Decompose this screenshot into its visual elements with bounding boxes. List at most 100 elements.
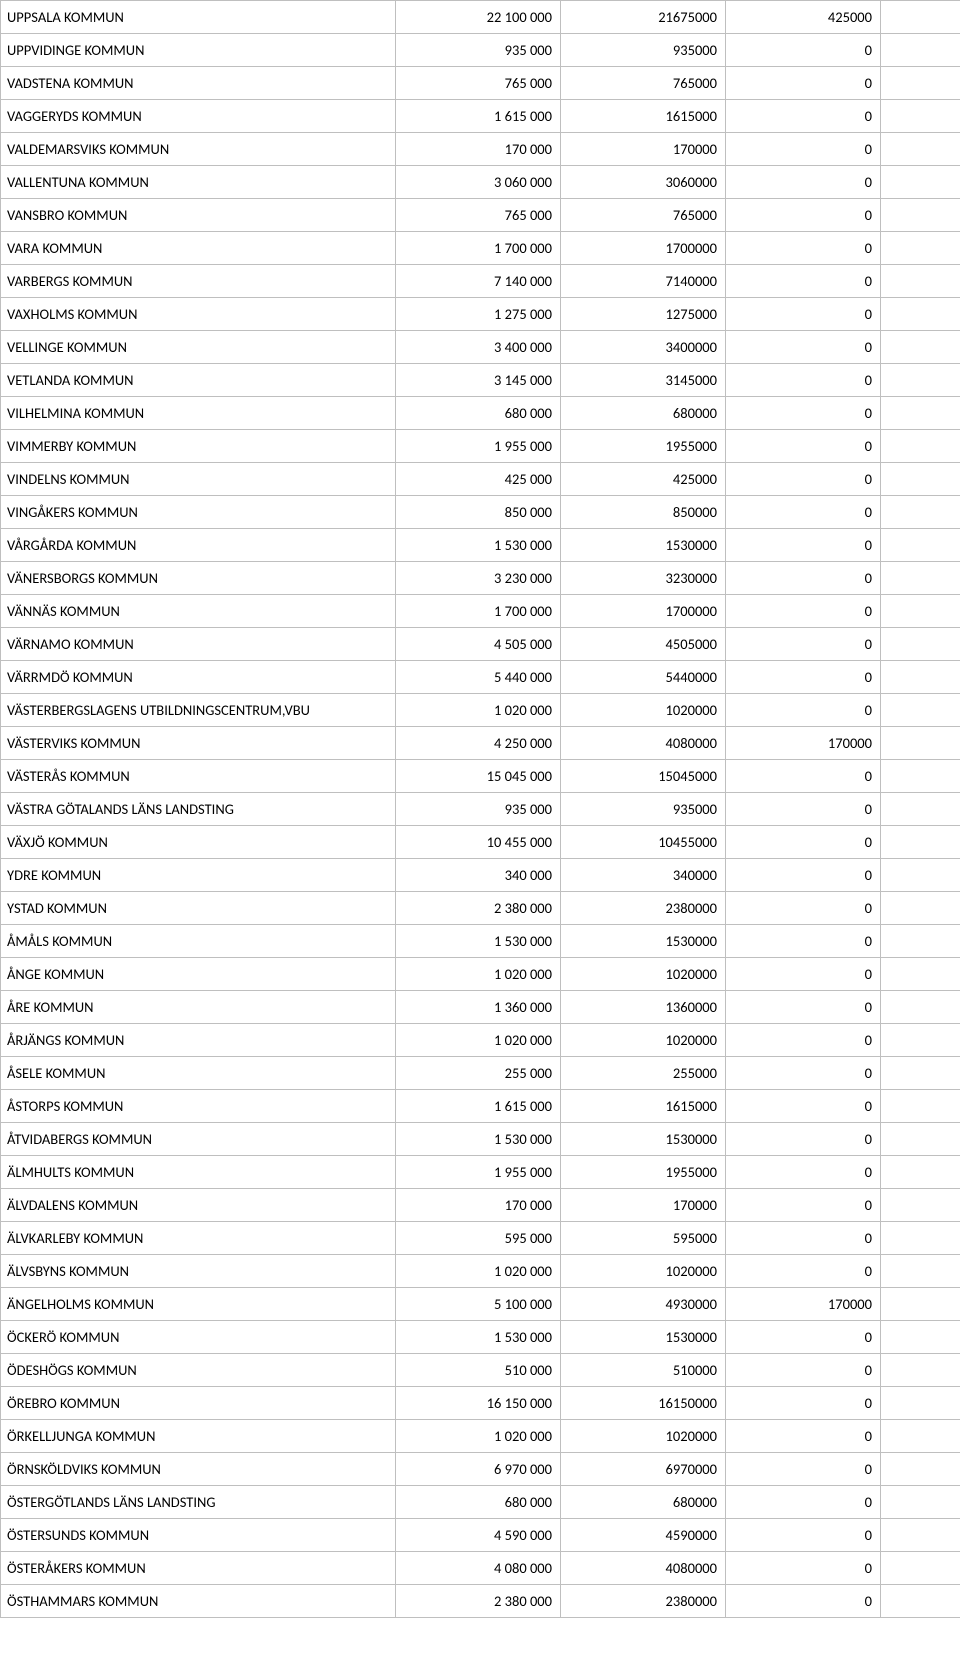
cell-c: 0 bbox=[726, 133, 881, 166]
table-row: ÖSTERGÖTLANDS LÄNS LANDSTING680 00068000… bbox=[1, 1486, 960, 1519]
cell-a: 510 000 bbox=[396, 1354, 561, 1387]
cell-c: 0 bbox=[726, 1189, 881, 1222]
table-row: VINGÅKERS KOMMUN850 00085000000 bbox=[1, 496, 960, 529]
cell-c: 0 bbox=[726, 826, 881, 859]
cell-d: 0 bbox=[881, 67, 960, 100]
cell-a: 7 140 000 bbox=[396, 265, 561, 298]
cell-a: 170 000 bbox=[396, 133, 561, 166]
cell-d: 0 bbox=[881, 496, 960, 529]
table-row: ÅRJÄNGS KOMMUN1 020 000102000000 bbox=[1, 1024, 960, 1057]
table-row: VALLENTUNA KOMMUN3 060 000306000000 bbox=[1, 166, 960, 199]
cell-a: 3 400 000 bbox=[396, 331, 561, 364]
cell-a: 1 020 000 bbox=[396, 694, 561, 727]
cell-b: 1615000 bbox=[561, 100, 726, 133]
cell-c: 0 bbox=[726, 1321, 881, 1354]
cell-a: 1 020 000 bbox=[396, 1255, 561, 1288]
cell-b: 4505000 bbox=[561, 628, 726, 661]
cell-d: 0 bbox=[881, 34, 960, 67]
table-row: ÖCKERÖ KOMMUN1 530 000153000000 bbox=[1, 1321, 960, 1354]
cell-d: 0 bbox=[881, 463, 960, 496]
cell-d: 0 bbox=[881, 991, 960, 1024]
table-row: ÅSELE KOMMUN255 00025500000 bbox=[1, 1057, 960, 1090]
cell-name: VÄRRMDÖ KOMMUN bbox=[1, 661, 396, 694]
table-row: ÄLVDALENS KOMMUN170 00017000000 bbox=[1, 1189, 960, 1222]
cell-a: 1 700 000 bbox=[396, 232, 561, 265]
cell-name: VAXHOLMS KOMMUN bbox=[1, 298, 396, 331]
cell-name: VILHELMINA KOMMUN bbox=[1, 397, 396, 430]
cell-c: 0 bbox=[726, 1354, 881, 1387]
table-row: VÄRRMDÖ KOMMUN5 440 000544000000 bbox=[1, 661, 960, 694]
cell-name: YSTAD KOMMUN bbox=[1, 892, 396, 925]
cell-d: 0 bbox=[881, 100, 960, 133]
cell-d: 0 bbox=[881, 892, 960, 925]
cell-name: VALDEMARSVIKS KOMMUN bbox=[1, 133, 396, 166]
cell-a: 6 970 000 bbox=[396, 1453, 561, 1486]
cell-c: 0 bbox=[726, 463, 881, 496]
cell-c: 0 bbox=[726, 265, 881, 298]
cell-b: 765000 bbox=[561, 199, 726, 232]
table-row: VALDEMARSVIKS KOMMUN170 00017000000 bbox=[1, 133, 960, 166]
table-row: VELLINGE KOMMUN3 400 000340000000 bbox=[1, 331, 960, 364]
table-row: ÖRKELLJUNGA KOMMUN1 020 000102000000 bbox=[1, 1420, 960, 1453]
cell-b: 255000 bbox=[561, 1057, 726, 1090]
table-row: ÖDESHÖGS KOMMUN510 00051000000 bbox=[1, 1354, 960, 1387]
cell-c: 0 bbox=[726, 496, 881, 529]
cell-a: 850 000 bbox=[396, 496, 561, 529]
cell-b: 935000 bbox=[561, 793, 726, 826]
cell-c: 0 bbox=[726, 397, 881, 430]
cell-d: 0 bbox=[881, 166, 960, 199]
cell-b: 3060000 bbox=[561, 166, 726, 199]
cell-a: 1 530 000 bbox=[396, 529, 561, 562]
cell-a: 1 955 000 bbox=[396, 1156, 561, 1189]
cell-a: 1 615 000 bbox=[396, 1090, 561, 1123]
table-row: VANSBRO KOMMUN765 00076500000 bbox=[1, 199, 960, 232]
cell-d: 0 bbox=[881, 1354, 960, 1387]
cell-a: 10 455 000 bbox=[396, 826, 561, 859]
table-row: VINDELNS KOMMUN425 00042500000 bbox=[1, 463, 960, 496]
table-row: UPPVIDINGE KOMMUN935 00093500000 bbox=[1, 34, 960, 67]
cell-a: 1 530 000 bbox=[396, 1321, 561, 1354]
table-row: VAGGERYDS KOMMUN1 615 000161500000 bbox=[1, 100, 960, 133]
cell-c: 0 bbox=[726, 364, 881, 397]
cell-c: 0 bbox=[726, 859, 881, 892]
cell-c: 0 bbox=[726, 793, 881, 826]
table-row: VÅRGÅRDA KOMMUN1 530 000153000000 bbox=[1, 529, 960, 562]
cell-b: 3400000 bbox=[561, 331, 726, 364]
cell-c: 0 bbox=[726, 1420, 881, 1453]
cell-c: 0 bbox=[726, 430, 881, 463]
cell-a: 4 505 000 bbox=[396, 628, 561, 661]
cell-c: 0 bbox=[726, 595, 881, 628]
cell-b: 510000 bbox=[561, 1354, 726, 1387]
cell-c: 0 bbox=[726, 1222, 881, 1255]
cell-name: VANSBRO KOMMUN bbox=[1, 199, 396, 232]
table-row: ÄLVKARLEBY KOMMUN595 00059500000 bbox=[1, 1222, 960, 1255]
table-row: VÄNNÄS KOMMUN1 700 000170000000 bbox=[1, 595, 960, 628]
cell-d: 0 bbox=[881, 562, 960, 595]
cell-c: 0 bbox=[726, 199, 881, 232]
cell-b: 5440000 bbox=[561, 661, 726, 694]
cell-b: 170000 bbox=[561, 1189, 726, 1222]
cell-d: 0 bbox=[881, 331, 960, 364]
cell-b: 4080000 bbox=[561, 1552, 726, 1585]
cell-name: VÄNNÄS KOMMUN bbox=[1, 595, 396, 628]
cell-c: 0 bbox=[726, 34, 881, 67]
cell-b: 3230000 bbox=[561, 562, 726, 595]
cell-name: VÄRNAMO KOMMUN bbox=[1, 628, 396, 661]
cell-b: 1360000 bbox=[561, 991, 726, 1024]
cell-c: 0 bbox=[726, 1057, 881, 1090]
cell-c: 170000 bbox=[726, 727, 881, 760]
cell-name: ÅSTORPS KOMMUN bbox=[1, 1090, 396, 1123]
cell-d: 0 bbox=[881, 727, 960, 760]
cell-name: VÅRGÅRDA KOMMUN bbox=[1, 529, 396, 562]
cell-d: 0 bbox=[881, 826, 960, 859]
cell-d: 0 bbox=[881, 694, 960, 727]
cell-a: 1 020 000 bbox=[396, 1420, 561, 1453]
table-body: UPPSALA KOMMUN22 100 000216750004250000U… bbox=[1, 1, 960, 1618]
cell-d: 0 bbox=[881, 298, 960, 331]
cell-b: 10455000 bbox=[561, 826, 726, 859]
cell-name: VINGÅKERS KOMMUN bbox=[1, 496, 396, 529]
cell-b: 16150000 bbox=[561, 1387, 726, 1420]
cell-a: 340 000 bbox=[396, 859, 561, 892]
cell-a: 1 955 000 bbox=[396, 430, 561, 463]
table-row: ÅMÅLS KOMMUN1 530 000153000000 bbox=[1, 925, 960, 958]
